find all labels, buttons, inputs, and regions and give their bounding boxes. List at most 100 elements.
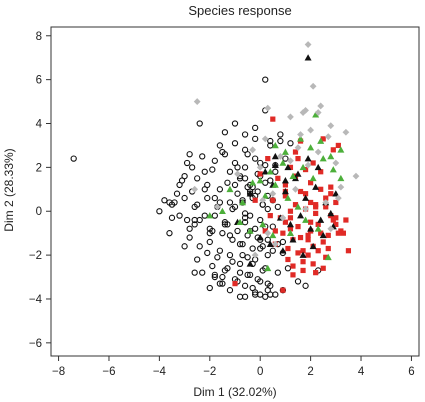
point-red-square — [282, 193, 289, 199]
y-axis-label: Dim 2 (28.33%) — [2, 148, 16, 231]
point-open-circle — [211, 212, 218, 219]
point-open-circle — [191, 216, 198, 224]
point-grey-diamond — [327, 122, 335, 130]
point-red-square — [305, 252, 311, 258]
point-open-circle — [196, 216, 203, 224]
point-red-square — [287, 215, 294, 221]
point-open-circle — [70, 155, 77, 162]
point-open-circle — [219, 273, 226, 281]
point-red-square — [333, 215, 339, 221]
point-red-square — [318, 169, 324, 175]
point-black-triangle — [266, 240, 274, 247]
point-open-circle — [269, 247, 276, 254]
point-open-circle — [234, 227, 241, 235]
point-open-circle — [277, 137, 284, 145]
point-open-circle — [252, 135, 259, 143]
point-red-square — [262, 228, 268, 234]
point-black-triangle — [307, 225, 315, 232]
point-open-circle — [166, 230, 173, 237]
point-red-square — [297, 188, 304, 195]
y-tick-label: 6 — [36, 75, 42, 87]
point-open-circle — [204, 249, 211, 257]
point-black-triangle — [279, 247, 287, 254]
point-black-triangle — [314, 163, 322, 171]
x-tick-label: −2 — [203, 366, 216, 378]
point-green-triangle — [297, 135, 305, 142]
point-black-triangle — [286, 220, 294, 228]
point-grey-diamond — [276, 153, 284, 160]
point-grey-diamond — [287, 157, 294, 165]
point-open-circle — [279, 238, 287, 246]
point-open-circle — [262, 179, 269, 186]
point-black-triangle — [256, 234, 264, 241]
point-open-circle — [209, 166, 216, 173]
point-open-circle — [257, 216, 264, 224]
point-green-triangle — [246, 227, 254, 234]
point-open-circle — [262, 293, 269, 300]
point-open-circle — [216, 199, 224, 206]
point-open-circle — [244, 254, 251, 261]
point-open-circle — [277, 131, 284, 138]
point-open-circle — [181, 194, 188, 202]
point-red-square — [320, 136, 326, 142]
point-red-square — [323, 254, 329, 260]
point-black-triangle — [284, 163, 292, 171]
point-open-circle — [241, 164, 249, 171]
point-open-circle — [239, 251, 246, 259]
point-red-square — [272, 228, 278, 234]
point-open-circle — [191, 221, 198, 228]
point-grey-diamond — [327, 225, 335, 233]
point-open-circle — [166, 199, 173, 206]
point-open-circle — [221, 129, 229, 136]
point-open-circle — [221, 267, 229, 274]
point-grey-diamond — [261, 135, 269, 143]
point-grey-diamond — [251, 251, 259, 259]
point-open-circle — [234, 190, 241, 197]
point-open-circle — [264, 280, 271, 287]
point-open-circle — [191, 269, 198, 276]
point-open-circle — [241, 175, 249, 182]
point-open-circle — [211, 157, 218, 164]
point-open-circle — [219, 230, 226, 237]
point-red-square — [285, 245, 291, 252]
point-green-triangle — [327, 152, 335, 160]
point-open-circle — [206, 284, 213, 292]
point-black-triangle — [246, 190, 254, 197]
point-open-circle — [241, 293, 249, 300]
point-red-square — [300, 267, 306, 274]
point-black-triangle — [261, 168, 269, 175]
point-red-square — [285, 256, 291, 263]
point-open-circle — [249, 284, 256, 292]
point-open-circle — [246, 212, 254, 219]
point-red-square — [323, 195, 329, 201]
point-green-triangle — [309, 174, 317, 182]
point-red-square — [330, 147, 336, 153]
point-red-square — [313, 202, 319, 208]
point-open-circle — [199, 269, 206, 276]
point-red-square — [310, 261, 316, 267]
point-red-square — [287, 226, 294, 232]
point-open-circle — [173, 190, 181, 197]
point-black-triangle — [246, 260, 254, 267]
point-open-circle — [221, 221, 229, 228]
point-red-square — [310, 160, 316, 166]
point-open-circle — [264, 251, 271, 259]
point-open-circle — [282, 155, 289, 162]
x-tick-label: 6 — [408, 366, 414, 378]
point-grey-diamond — [332, 159, 340, 167]
point-black-triangle — [281, 177, 289, 184]
y-tick-label: 2 — [36, 162, 42, 174]
y-tick-label: 0 — [36, 206, 42, 218]
point-open-circle — [224, 221, 231, 228]
point-open-circle — [176, 212, 183, 219]
point-open-circle — [194, 256, 201, 263]
point-green-triangle — [261, 192, 269, 199]
point-black-triangle — [281, 188, 289, 195]
point-red-square — [295, 223, 301, 230]
point-open-circle — [186, 225, 193, 232]
point-open-circle — [204, 194, 211, 202]
point-green-triangle — [239, 198, 247, 206]
point-open-circle — [262, 162, 269, 169]
point-green-triangle — [236, 218, 244, 226]
x-tick-label: −8 — [52, 366, 65, 378]
